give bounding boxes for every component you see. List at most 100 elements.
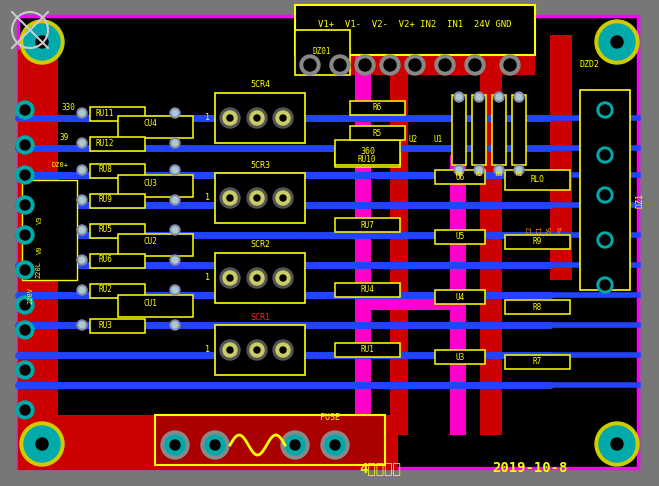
Text: C1: C1 bbox=[537, 226, 543, 234]
Circle shape bbox=[597, 232, 613, 248]
Circle shape bbox=[170, 195, 180, 205]
Text: RU8: RU8 bbox=[98, 166, 112, 174]
Circle shape bbox=[20, 265, 30, 275]
Bar bbox=[22, 180, 77, 280]
Circle shape bbox=[172, 110, 178, 116]
Text: 5CR3: 5CR3 bbox=[250, 160, 270, 170]
Text: RU6: RU6 bbox=[98, 256, 112, 264]
Bar bbox=[295, 5, 535, 55]
Circle shape bbox=[611, 438, 623, 450]
Text: RU5: RU5 bbox=[98, 226, 112, 235]
Circle shape bbox=[384, 59, 396, 71]
Bar bbox=[215, 173, 305, 223]
Text: 2019-10-8: 2019-10-8 bbox=[492, 461, 567, 475]
Circle shape bbox=[79, 227, 85, 233]
Circle shape bbox=[600, 235, 610, 245]
Circle shape bbox=[220, 340, 240, 360]
Circle shape bbox=[77, 138, 87, 148]
Circle shape bbox=[334, 59, 346, 71]
Circle shape bbox=[170, 285, 180, 295]
Text: CU4: CU4 bbox=[143, 119, 157, 127]
Circle shape bbox=[250, 191, 264, 205]
Text: 220L: 220L bbox=[35, 261, 41, 278]
Circle shape bbox=[597, 147, 613, 163]
Circle shape bbox=[439, 59, 451, 71]
Circle shape bbox=[273, 108, 293, 128]
Bar bbox=[435, 230, 485, 244]
Circle shape bbox=[595, 20, 639, 64]
Text: 5CR4: 5CR4 bbox=[250, 81, 270, 89]
Text: U3: U3 bbox=[455, 352, 465, 362]
Text: DZ01: DZ01 bbox=[313, 48, 331, 56]
Text: U4: U4 bbox=[455, 293, 465, 301]
Text: R9: R9 bbox=[532, 238, 542, 246]
Bar bbox=[505, 300, 570, 314]
Text: R1: R1 bbox=[515, 173, 523, 177]
Circle shape bbox=[454, 92, 464, 102]
Circle shape bbox=[276, 191, 290, 205]
Circle shape bbox=[77, 108, 87, 118]
Text: 220V: 220V bbox=[27, 287, 33, 303]
Text: CU2: CU2 bbox=[143, 238, 157, 246]
Bar bbox=[390, 50, 408, 435]
Text: RU12: RU12 bbox=[96, 139, 114, 147]
Text: 1: 1 bbox=[204, 193, 210, 203]
Bar bbox=[335, 153, 400, 167]
Text: FUSE: FUSE bbox=[320, 414, 340, 422]
Circle shape bbox=[599, 24, 635, 60]
Circle shape bbox=[36, 438, 48, 450]
Circle shape bbox=[161, 431, 189, 459]
Text: OS: OS bbox=[547, 226, 553, 234]
Text: SCR1: SCR1 bbox=[250, 312, 270, 322]
Bar bbox=[215, 325, 305, 375]
Text: 1: 1 bbox=[204, 114, 210, 122]
Bar bbox=[435, 350, 485, 364]
Circle shape bbox=[223, 343, 237, 357]
Circle shape bbox=[250, 343, 264, 357]
Circle shape bbox=[36, 36, 48, 48]
Circle shape bbox=[494, 92, 504, 102]
Circle shape bbox=[597, 277, 613, 293]
Text: CU3: CU3 bbox=[143, 178, 157, 188]
Circle shape bbox=[456, 94, 462, 100]
Circle shape bbox=[227, 195, 233, 201]
Text: U2: U2 bbox=[409, 136, 418, 144]
Circle shape bbox=[77, 320, 87, 330]
Circle shape bbox=[170, 320, 180, 330]
Text: R3: R3 bbox=[496, 173, 503, 177]
Circle shape bbox=[172, 167, 178, 173]
Circle shape bbox=[469, 59, 481, 71]
Circle shape bbox=[494, 165, 504, 175]
Circle shape bbox=[20, 325, 30, 335]
Text: 1: 1 bbox=[204, 346, 210, 354]
Text: P4: P4 bbox=[557, 226, 563, 234]
Circle shape bbox=[280, 115, 286, 121]
Text: R8: R8 bbox=[532, 302, 542, 312]
Text: CU1: CU1 bbox=[143, 298, 157, 308]
Bar bbox=[435, 170, 485, 184]
Circle shape bbox=[170, 108, 180, 118]
Circle shape bbox=[304, 59, 316, 71]
Text: 360: 360 bbox=[360, 147, 376, 156]
Text: RU10: RU10 bbox=[358, 156, 376, 164]
Circle shape bbox=[20, 300, 30, 310]
Bar bbox=[118, 234, 193, 256]
Circle shape bbox=[330, 55, 350, 75]
Text: C2: C2 bbox=[527, 226, 533, 234]
Bar bbox=[155, 415, 385, 465]
Circle shape bbox=[496, 94, 502, 100]
Circle shape bbox=[20, 405, 30, 415]
Circle shape bbox=[77, 165, 87, 175]
Text: U6: U6 bbox=[455, 173, 465, 181]
Circle shape bbox=[276, 343, 290, 357]
Circle shape bbox=[227, 347, 233, 353]
Circle shape bbox=[223, 111, 237, 125]
Bar bbox=[118, 116, 193, 138]
Circle shape bbox=[600, 190, 610, 200]
Bar bbox=[505, 355, 570, 369]
Circle shape bbox=[247, 188, 267, 208]
Circle shape bbox=[170, 225, 180, 235]
Circle shape bbox=[476, 94, 482, 100]
Text: V3: V3 bbox=[37, 216, 43, 224]
Circle shape bbox=[597, 187, 613, 203]
